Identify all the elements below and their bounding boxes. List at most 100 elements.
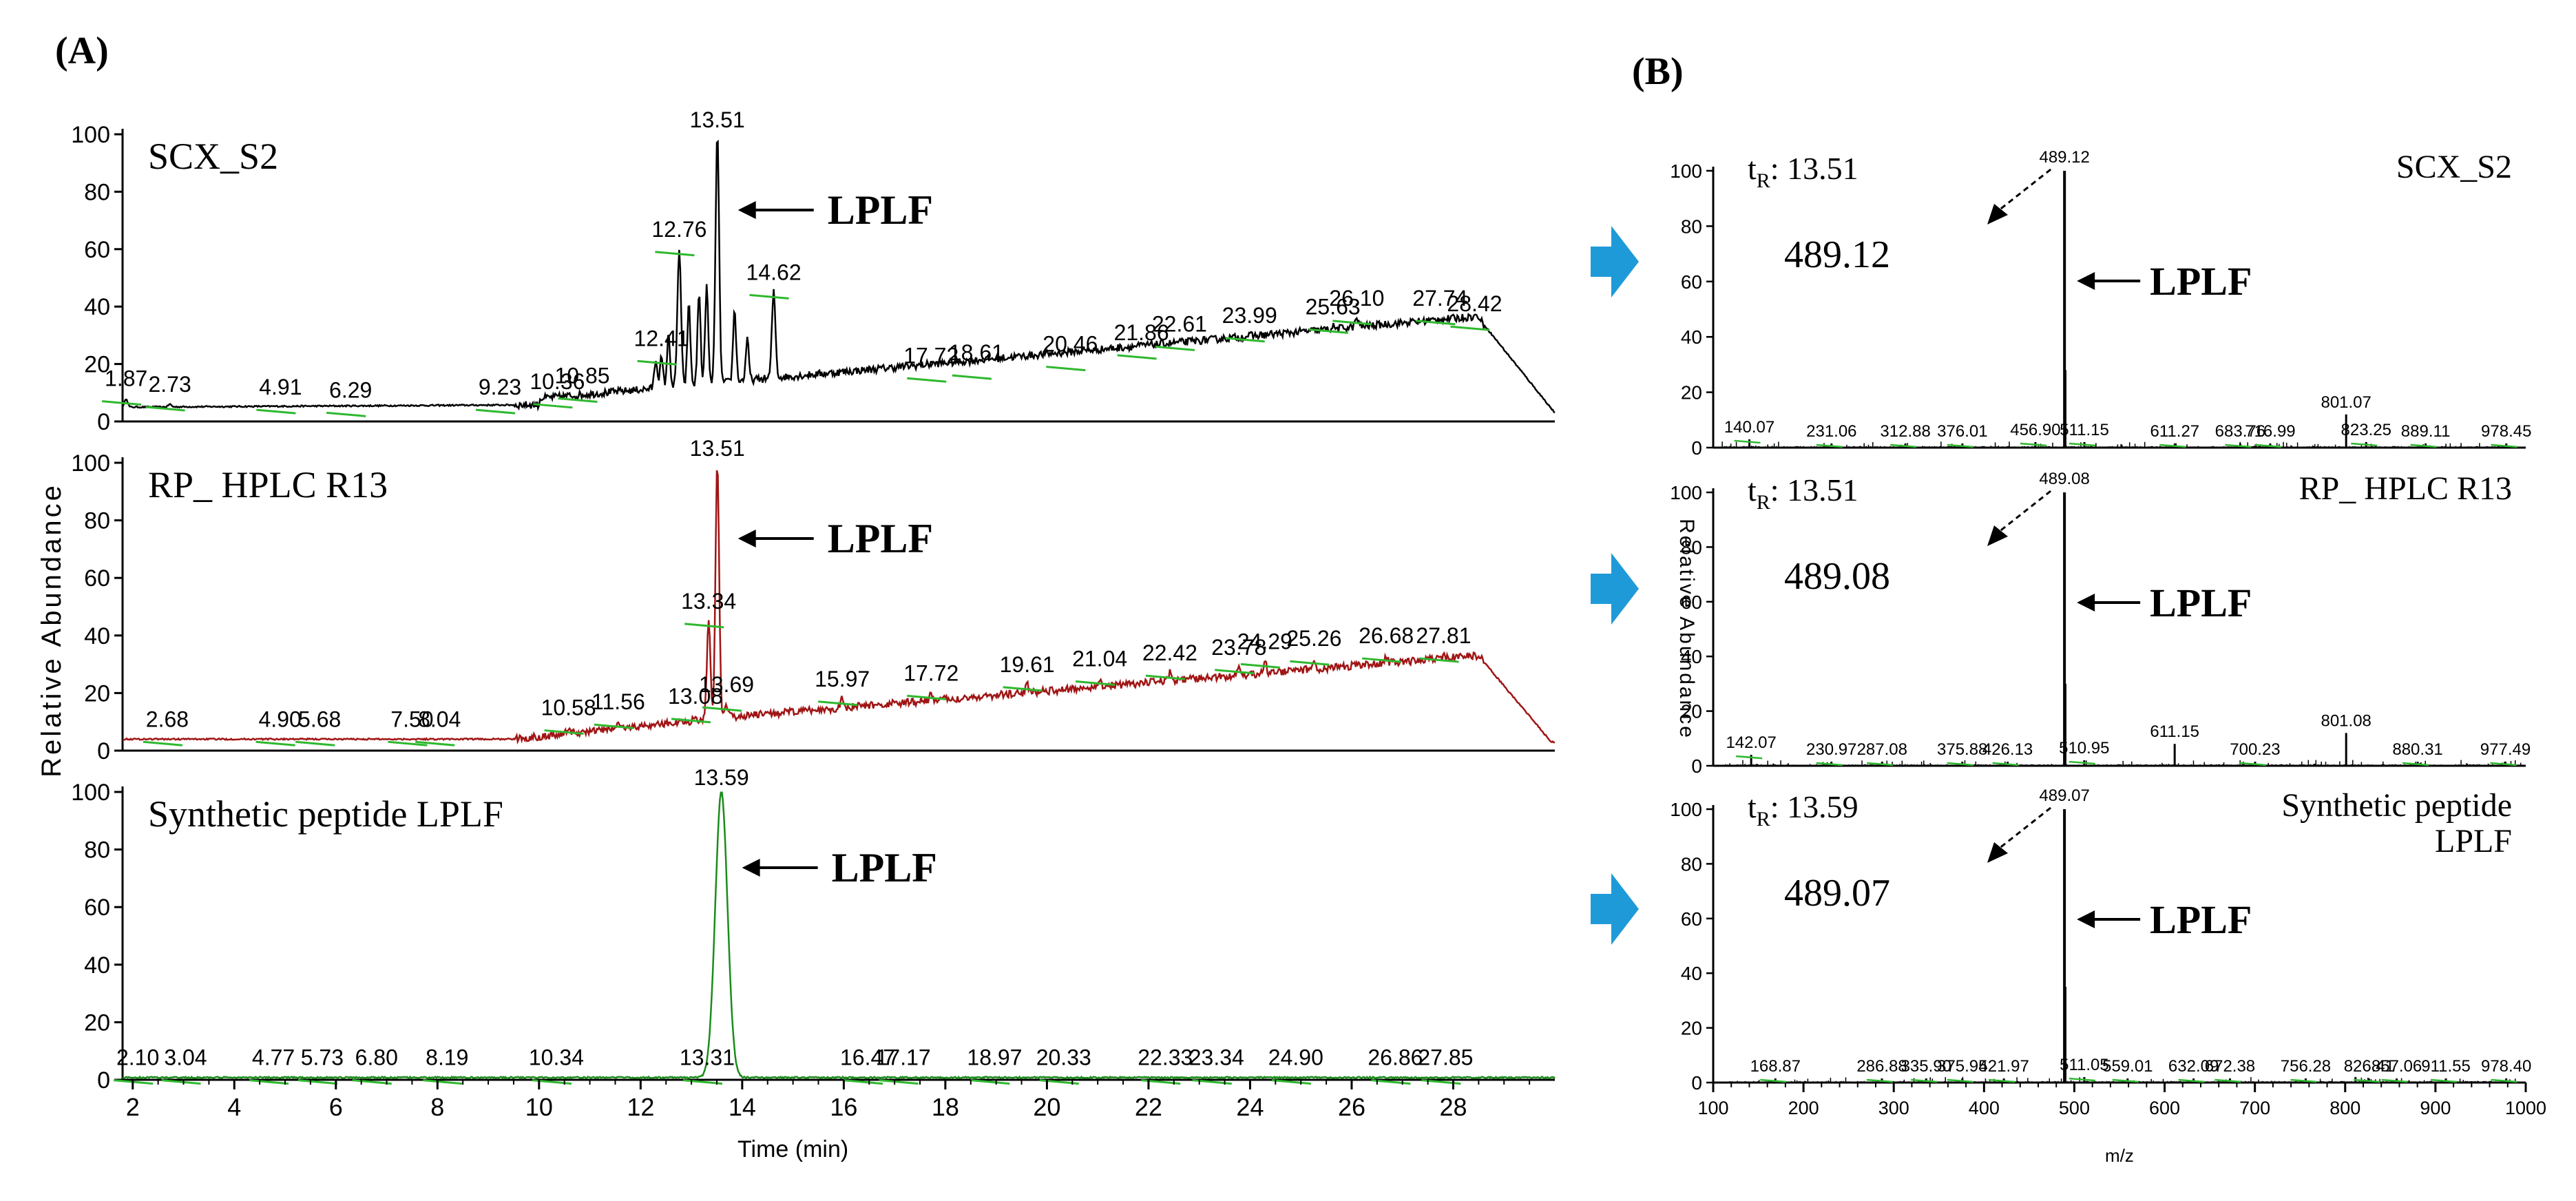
peak-baseline-marker [682, 1079, 723, 1085]
ms-peak-label: 911.55 [2421, 1057, 2471, 1076]
ms-peak-marker [1911, 1078, 1938, 1083]
peak-baseline-marker [907, 377, 947, 383]
peak-baseline-marker [1371, 1079, 1411, 1085]
lc-peak-label: 4.91 [259, 375, 302, 399]
ms-peak-label: 421.97 [1978, 1057, 2029, 1076]
peak-baseline-marker [256, 408, 296, 415]
ms-y-tick-label: 80 [1681, 216, 1702, 237]
ms-peak-label: 801.08 [2321, 711, 2371, 730]
ms-peak-marker [2020, 442, 2047, 447]
lc-peak-label: 24.90 [1268, 1045, 1323, 1070]
ms-peak-label: 140.07 [1724, 418, 1774, 437]
ms-x-tick-label: 800 [2329, 1098, 2360, 1118]
lc-y-tick-label: 20 [84, 680, 110, 707]
lc-peak-label: 17.72 [903, 660, 959, 685]
ms-y-tick-label: 100 [1670, 160, 1702, 182]
peak-baseline-marker [1046, 366, 1086, 372]
peak-baseline-marker [843, 1079, 883, 1085]
ms-peak-marker [2354, 1078, 2380, 1083]
peak-baseline-marker [255, 740, 295, 746]
ms-chart-synthetic-lplf: 0 20 40 60 80 100 168.87 286.88335.90375.95421.… [1670, 786, 2546, 1166]
ms-peak-label: 168.87 [1750, 1057, 1801, 1076]
ms-noise [1721, 1076, 2522, 1083]
ms-x-tick-label: 900 [2420, 1098, 2451, 1118]
lc-y-tick-label: 40 [84, 623, 110, 649]
ms-peak-marker [2491, 443, 2517, 448]
ms-dashed-pointer [1998, 806, 2052, 850]
lc-peak-label: 10.36 [530, 369, 585, 394]
lc-panel-title: SCX_S2 [148, 136, 278, 177]
ms-peak-label: 335.90 [1901, 1057, 1951, 1076]
peak-baseline-marker [749, 293, 789, 300]
lc-peak-label: 13.08 [668, 684, 723, 709]
lc-y-tick-label: 100 [71, 122, 110, 148]
ms-y-tick-label: 20 [1681, 701, 1702, 722]
lc-peak-label: 26.10 [1329, 286, 1384, 311]
lc-peak-label: 10.34 [529, 1045, 584, 1070]
ms-peak-marker [1947, 1078, 1973, 1083]
lc-peak-label: 20.33 [1036, 1045, 1091, 1070]
lc-trace-line [122, 791, 1556, 1080]
ms-y-tick-label: 60 [1681, 908, 1702, 930]
ms-peak-marker [2069, 442, 2096, 447]
peak-baseline-marker [594, 723, 634, 729]
lc-peak-label: 21.04 [1072, 647, 1127, 671]
ms-peak-label: 611.27 [2150, 422, 2200, 441]
ms-peak-label: 375.95 [1937, 1057, 1987, 1076]
annotation-arrowhead [737, 201, 756, 219]
peak-baseline-marker [1117, 354, 1157, 360]
lc-peak-label: 15.97 [815, 667, 870, 691]
lc-y-tick-label: 40 [84, 952, 110, 979]
lc-annotation-label: LPLF [832, 845, 937, 890]
lc-peak-label: 8.04 [418, 707, 461, 731]
ms-peak-label: 700.23 [2230, 740, 2280, 759]
lc-peak-label: 5.73 [301, 1045, 344, 1070]
ms-pointer-arrowhead [1987, 204, 2008, 224]
lc-x-axis-title: Time (min) [737, 1136, 848, 1162]
ms-peak-label: 231.06 [1806, 422, 1856, 441]
ms-peak-marker [2239, 762, 2267, 766]
ms-y-tick-label: 40 [1681, 646, 1702, 667]
lc-peak-label: 11.56 [591, 689, 645, 714]
lc-peak-label: 2.10 [116, 1045, 159, 1070]
peak-baseline-marker [655, 251, 695, 257]
ms-peak-label: 672.38 [2205, 1057, 2255, 1076]
lc-peak-label: 10.58 [541, 696, 596, 720]
peak-baseline-marker [952, 374, 992, 380]
lc-peak-label: 1.87 [105, 366, 147, 391]
lc-panel-title: RP_ HPLC R13 [148, 464, 388, 505]
lc-peak-label: 13.59 [694, 765, 749, 790]
ms-x-tick-label: 100 [1697, 1098, 1728, 1118]
peak-baseline-marker [1075, 680, 1116, 686]
lc-x-tick-label: 4 [227, 1093, 241, 1121]
peak-baseline-marker [475, 408, 516, 415]
ms-precursor-label: 489.08 [1784, 555, 1890, 598]
ms-x-tick-label: 1000 [2505, 1098, 2546, 1118]
lc-peak-label: 17.17 [876, 1045, 931, 1070]
ms-y-tick-label: 80 [1681, 853, 1702, 875]
lc-peak-label: 18.97 [967, 1045, 1022, 1070]
ms-peak-marker [2254, 443, 2282, 448]
ms-y-tick-label: 60 [1681, 271, 1702, 293]
ms-y-tick-label: 20 [1681, 382, 1702, 404]
lc-y-tick-label: 20 [84, 352, 110, 378]
peak-baseline-marker [1240, 662, 1280, 669]
ms-annotation-arrowhead [2077, 910, 2095, 928]
peak-baseline-marker [818, 700, 858, 707]
peak-baseline-marker [143, 740, 183, 746]
ms-y-tick-label: 20 [1681, 1018, 1702, 1039]
ms-peak-label: 510.95 [2059, 739, 2109, 758]
ms-peak-marker [2069, 1077, 2096, 1082]
lc-annotation-label: LPLF [828, 187, 933, 233]
ms-peak-label: 611.15 [2150, 722, 2199, 741]
ms-peak-marker [2410, 443, 2437, 448]
ms-retention-time: tR: 13.51 [1748, 472, 1858, 514]
lc-peak-label: 24.29 [1237, 629, 1292, 654]
lc-peak-label: 4.90 [259, 707, 302, 731]
lc-peak-label: 23.34 [1189, 1045, 1244, 1070]
lc-peak-label: 2.68 [146, 707, 189, 731]
ms-y-axis-title: Relative Abundance [1675, 519, 1698, 740]
peak-baseline-marker [1419, 657, 1459, 663]
ms-chart-scx-s2: 0 20 40 60 80 100 140.07 231.06 312.88 376.01 456.… [1670, 148, 2531, 459]
ms-peak-marker [2430, 1078, 2458, 1083]
